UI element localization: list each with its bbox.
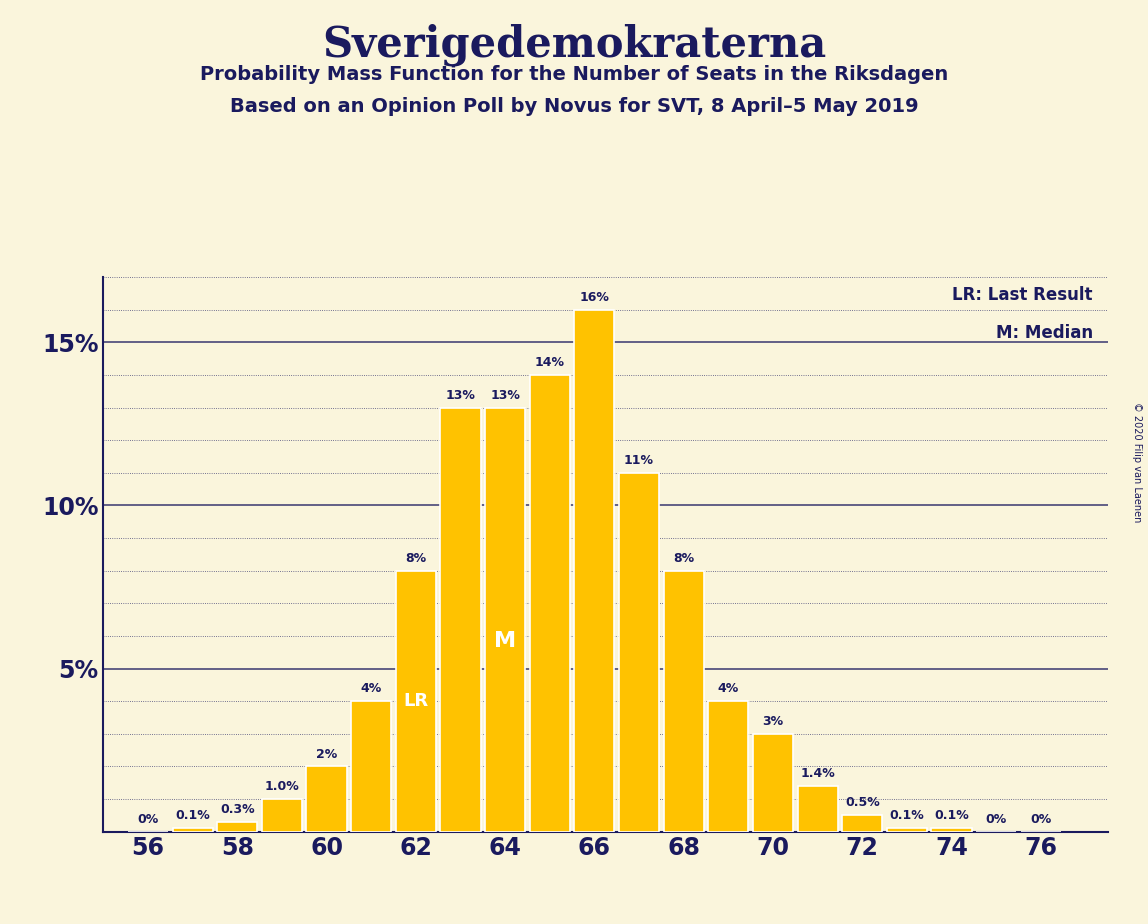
Text: 13%: 13% <box>445 389 475 402</box>
Bar <box>217 821 257 832</box>
Text: 2%: 2% <box>316 748 338 760</box>
Text: 8%: 8% <box>405 552 426 565</box>
Text: 0.3%: 0.3% <box>220 803 255 816</box>
Bar <box>798 786 838 832</box>
Bar <box>307 766 347 832</box>
Text: 3%: 3% <box>762 715 784 728</box>
Bar <box>351 701 391 832</box>
Text: 16%: 16% <box>580 291 610 304</box>
Text: 0.1%: 0.1% <box>934 809 969 822</box>
Text: 14%: 14% <box>535 356 565 370</box>
Text: 1.0%: 1.0% <box>264 780 300 793</box>
Bar <box>664 571 704 832</box>
Bar <box>619 473 659 832</box>
Text: 0%: 0% <box>1030 813 1052 826</box>
Text: 4%: 4% <box>718 682 739 695</box>
Bar <box>529 375 569 832</box>
Bar <box>172 828 212 832</box>
Text: 13%: 13% <box>490 389 520 402</box>
Text: 8%: 8% <box>673 552 695 565</box>
Text: 0.5%: 0.5% <box>845 796 879 809</box>
Bar <box>262 799 302 832</box>
Bar <box>708 701 748 832</box>
Text: 4%: 4% <box>360 682 382 695</box>
Bar <box>886 828 926 832</box>
Bar <box>441 407 481 832</box>
Bar <box>574 310 614 832</box>
Text: LR: LR <box>403 692 428 711</box>
Bar <box>753 734 793 832</box>
Text: Sverigedemokraterna: Sverigedemokraterna <box>321 23 827 66</box>
Text: 1.4%: 1.4% <box>800 767 835 780</box>
Text: Probability Mass Function for the Number of Seats in the Riksdagen: Probability Mass Function for the Number… <box>200 65 948 84</box>
Text: M: M <box>494 631 517 650</box>
Bar <box>931 828 971 832</box>
Text: 0%: 0% <box>138 813 158 826</box>
Text: 0.1%: 0.1% <box>176 809 210 822</box>
Text: 0.1%: 0.1% <box>890 809 924 822</box>
Text: M: Median: M: Median <box>995 324 1093 342</box>
Bar <box>843 815 883 832</box>
Bar <box>484 407 525 832</box>
Text: © 2020 Filip van Laenen: © 2020 Filip van Laenen <box>1132 402 1142 522</box>
Text: 0%: 0% <box>986 813 1007 826</box>
Text: Based on an Opinion Poll by Novus for SVT, 8 April–5 May 2019: Based on an Opinion Poll by Novus for SV… <box>230 97 918 116</box>
Text: 11%: 11% <box>625 454 654 467</box>
Bar <box>396 571 436 832</box>
Text: LR: Last Result: LR: Last Result <box>952 286 1093 303</box>
